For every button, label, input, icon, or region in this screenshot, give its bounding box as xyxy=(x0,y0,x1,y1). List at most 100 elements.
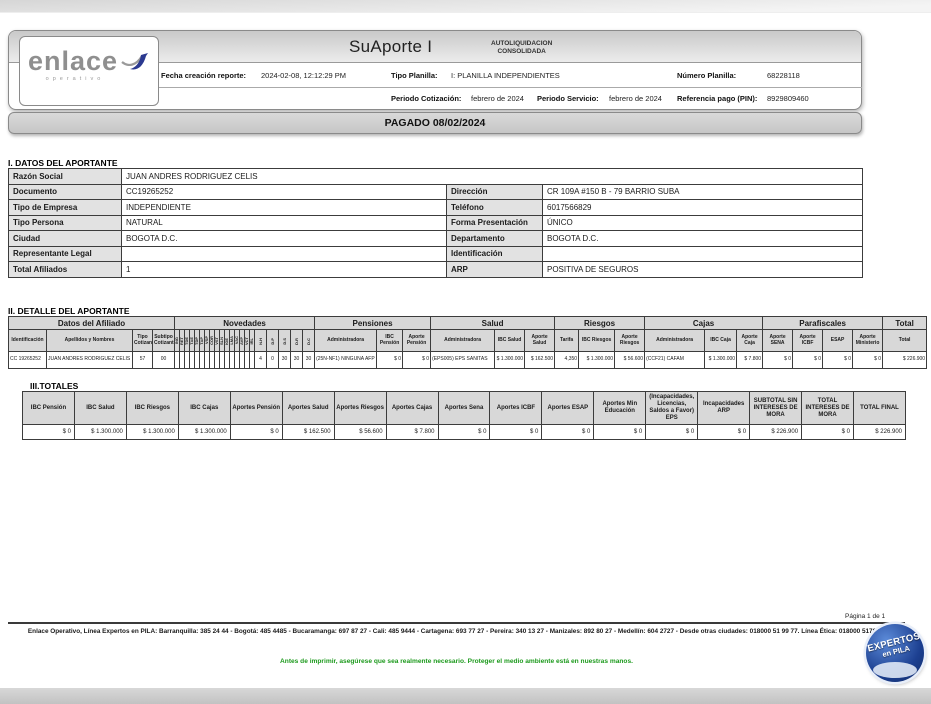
table-row: Razón Social JUAN ANDRES RODRIGUEZ CELIS xyxy=(8,168,863,185)
cell-ibc-caja: $ 1.300.000 xyxy=(704,351,738,369)
column-header: Identificación xyxy=(8,329,47,352)
field-label: Teléfono xyxy=(446,199,543,216)
cell-novedad: 30 xyxy=(278,351,292,369)
cell-novedad: 0 xyxy=(266,351,280,369)
fecha-creacion-value: 2024-02-08, 12:12:29 PM xyxy=(261,71,347,80)
field-label: Dirección xyxy=(446,183,543,200)
cell-aporte-salud: $ 162.500 xyxy=(524,351,556,369)
field-value: NATURAL xyxy=(121,214,447,231)
numero-planilla-label: Número Planilla: xyxy=(677,71,737,80)
logo-sub-text: operativo xyxy=(45,76,105,82)
cell-nombre: JUAN ANDRES RODRIGUEZ CELIS xyxy=(46,351,133,369)
cell-novedad: 30 xyxy=(290,351,304,369)
cell-identificacion: CC 19265252 xyxy=(8,351,47,369)
scan-top-edge xyxy=(0,0,931,13)
field-label: Representante Legal xyxy=(8,245,122,262)
column-header: Total xyxy=(882,329,928,352)
cell-novedad: 4 xyxy=(254,351,268,369)
novedad-header: RET xyxy=(179,329,186,352)
header-divider xyxy=(159,87,862,88)
column-header: Aportes Sena xyxy=(437,391,491,425)
total-value: $ 0 xyxy=(593,424,647,440)
total-value: $ 0 xyxy=(437,424,491,440)
column-header: Tipo Cotizante xyxy=(132,329,153,352)
cell-esap: $ 0 xyxy=(822,351,854,369)
column-header: TOTAL FINAL xyxy=(853,391,906,425)
field-label: Departamento xyxy=(446,230,543,247)
expertos-pila-badge: EXPERTOS en PILA xyxy=(866,624,924,682)
table-row: Representante Legal Identificación xyxy=(8,245,863,262)
total-value: $ 0 xyxy=(229,424,283,440)
column-header: Aporte Salud xyxy=(524,329,556,352)
total-value: $ 56.600 xyxy=(333,424,387,440)
referencia-pago-value: 8929809460 xyxy=(767,94,809,103)
cell-aporte-icbf: $ 0 xyxy=(792,351,824,369)
field-label: Tipo Persona xyxy=(8,214,122,231)
column-header: IBC Riesgos xyxy=(578,329,616,352)
field-label: Total Afiliados xyxy=(8,261,122,278)
column-header: Aportes Riesgos xyxy=(333,391,387,425)
novedad-header: D.C xyxy=(302,329,316,352)
field-value: 6017566829 xyxy=(542,199,863,216)
novedad-header: TAP xyxy=(199,329,206,352)
novedad-header: VAC xyxy=(234,329,241,352)
section2-title: II. DETALLE DEL APORTANTE xyxy=(8,306,130,316)
field-value xyxy=(121,245,447,262)
novedad-header: N.H xyxy=(254,329,268,352)
group-header: Total xyxy=(882,316,928,330)
total-value: $ 162.500 xyxy=(281,424,335,440)
novedad-header: SLN xyxy=(219,329,226,352)
novedad-header: COR xyxy=(209,329,216,352)
column-header: Aportes Min Educación xyxy=(593,391,647,425)
periodo-cotizacion-label: Periodo Cotización: xyxy=(391,94,462,103)
table-row: Tipo Persona NATURAL Forma Presentación … xyxy=(8,214,863,231)
novedad-header: TDP xyxy=(194,329,201,352)
cell-tipo-cotizante: 57 xyxy=(132,351,153,369)
cell-aporte-pension: $ 0 xyxy=(402,351,432,369)
field-label: Razón Social xyxy=(8,168,122,185)
table-row: Datos del Afiliado Novedades Pensiones S… xyxy=(7,316,928,330)
cell-aporte-riesgos: $ 56.600 xyxy=(614,351,646,369)
total-value: $ 1.300.000 xyxy=(177,424,231,440)
column-header: Aportes Salud xyxy=(281,391,335,425)
field-value xyxy=(542,245,863,262)
referencia-pago-label: Referencia pago (PIN): xyxy=(677,94,758,103)
field-value: 1 xyxy=(121,261,447,278)
novedad-header: VST xyxy=(214,329,221,352)
column-header: Aporte Riesgos xyxy=(614,329,646,352)
field-value: CC19265252 xyxy=(121,183,447,200)
cell-aporte-caja: $ 7.800 xyxy=(736,351,764,369)
logo-swoosh-icon xyxy=(121,53,149,70)
subtitle-line2: CONSOLIDADA xyxy=(497,47,546,55)
section3-title: III.TOTALES xyxy=(30,381,79,391)
table-row: Documento CC19265252 Dirección CR 109A #… xyxy=(8,183,863,200)
table-row: $ 0 $ 1.300.000 $ 1.300.000 $ 1.300.000 … xyxy=(22,424,906,440)
report-title: SuAporte I xyxy=(349,37,433,56)
group-header: Datos del Afiliado xyxy=(7,316,176,330)
total-value: $ 7.800 xyxy=(385,424,439,440)
column-header: SUBTOTAL SIN INTERESES DE MORA xyxy=(749,391,803,425)
cell-ibc-riesgos: $ 1.300.000 xyxy=(578,351,616,369)
field-value: POSITIVA DE SEGUROS xyxy=(542,261,863,278)
fecha-creacion-label: Fecha creación reporte: xyxy=(161,71,247,80)
novedad-header: VCT xyxy=(244,329,251,352)
report-header: SuAporte I AUTOLIQUIDACION CONSOLIDADA e… xyxy=(8,30,862,110)
column-header: IBC Riesgos xyxy=(125,391,179,425)
field-label: Documento xyxy=(8,183,122,200)
field-label: Forma Presentación xyxy=(446,214,543,231)
cell-aporte-ministerio: $ 0 xyxy=(852,351,884,369)
column-header: IBC Salud xyxy=(494,329,526,352)
column-header: Administradora xyxy=(314,329,378,352)
column-header: Aporte Pensión xyxy=(402,329,432,352)
column-header: IBC Cajas xyxy=(177,391,231,425)
novedad-header: D.P xyxy=(266,329,280,352)
column-header: Administradora xyxy=(644,329,706,352)
novedad-header: IGE xyxy=(224,329,231,352)
column-header: Administradora xyxy=(430,329,496,352)
group-header: Novedades xyxy=(174,316,316,330)
status-bar-pagado: PAGADO 08/02/2024 xyxy=(8,112,862,134)
column-header: IBC Pensión xyxy=(376,329,404,352)
column-header: Aporte SENA xyxy=(762,329,794,352)
total-value: $ 1.300.000 xyxy=(125,424,179,440)
column-header: Apellidos y Nombres xyxy=(46,329,133,352)
